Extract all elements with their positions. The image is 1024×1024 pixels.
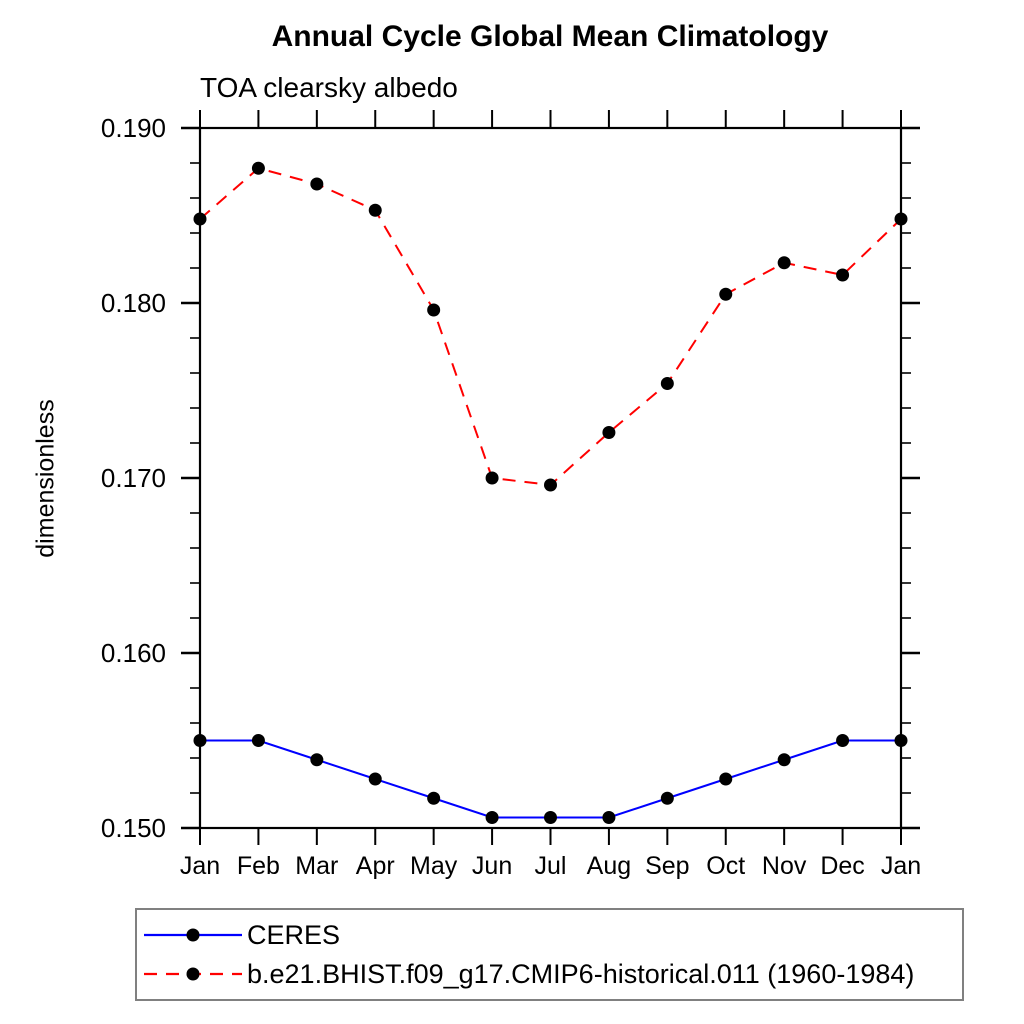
x-tick-label: Feb (236, 852, 280, 880)
data-point-marker (310, 753, 324, 767)
plot-frame (198, 126, 903, 830)
legend-marker-dot (186, 928, 200, 942)
data-point-marker (894, 212, 908, 226)
y-tick-label: 0.180 (100, 288, 166, 318)
data-point-marker (544, 478, 557, 492)
x-tick-label: Aug (586, 852, 632, 880)
x-tick-label: Mar (295, 852, 339, 880)
data-point-marker (602, 426, 616, 439)
data-point-marker (660, 791, 674, 805)
data-point-marker (368, 772, 382, 786)
y-tick-label: 0.160 (100, 638, 166, 668)
x-tick-label: Jan (179, 852, 221, 880)
legend-line-sample-dashed (144, 967, 242, 981)
data-point-marker (777, 256, 791, 270)
legend-label-model: b.e21.BHIST.f09_g17.CMIP6-historical.011… (247, 958, 915, 989)
legend-row-ceres: CERES (144, 920, 962, 950)
data-point-marker (193, 212, 207, 226)
data-point-marker (719, 772, 733, 786)
data-point-marker (251, 734, 265, 747)
x-tick-label: Jun (471, 852, 513, 880)
y-tick-label: 0.170 (100, 463, 166, 493)
data-point-marker (310, 177, 324, 191)
legend-marker-dot (186, 967, 200, 981)
legend-row-model: b.e21.BHIST.f09_g17.CMIP6-historical.011… (144, 959, 962, 989)
legend-label-ceres: CERES (247, 919, 341, 950)
data-point-marker (251, 161, 265, 175)
x-tick-label: Jan (880, 852, 922, 880)
data-point-marker (836, 734, 850, 747)
data-point-marker (485, 471, 499, 485)
x-tick-label: May (410, 852, 458, 880)
data-point-marker (777, 753, 791, 767)
data-point-marker (427, 791, 441, 805)
data-point-marker (368, 203, 382, 217)
data-point-marker (485, 811, 499, 824)
data-point-marker (660, 377, 674, 390)
y-tick-label: 0.150 (100, 813, 166, 843)
x-tick-label: Dec (820, 852, 865, 880)
y-tick-label: 0.190 (100, 113, 166, 143)
data-point-marker (602, 811, 616, 824)
x-tick-label: Jul (534, 852, 567, 880)
chart-title: Annual Cycle Global Mean Climatology (271, 20, 829, 53)
legend-line-sample-solid (144, 928, 242, 942)
x-tick-label: Sep (645, 852, 690, 880)
data-point-marker (427, 303, 441, 317)
data-point-marker (836, 268, 850, 282)
legend-box: CERES b.e21.BHIST.f09_g17.CMIP6-historic… (135, 908, 964, 1001)
data-point-marker (544, 811, 557, 824)
chart-subtitle: TOA clearsky albedo (200, 72, 458, 103)
series-line-1 (199, 167, 902, 487)
data-point-marker (193, 734, 207, 747)
x-tick-label: Nov (761, 852, 807, 880)
x-tick-label: Apr (355, 852, 395, 880)
data-point-marker (894, 734, 908, 747)
series-line-0 (200, 739, 901, 819)
x-tick-label: Oct (706, 852, 746, 880)
data-point-marker (719, 287, 733, 301)
